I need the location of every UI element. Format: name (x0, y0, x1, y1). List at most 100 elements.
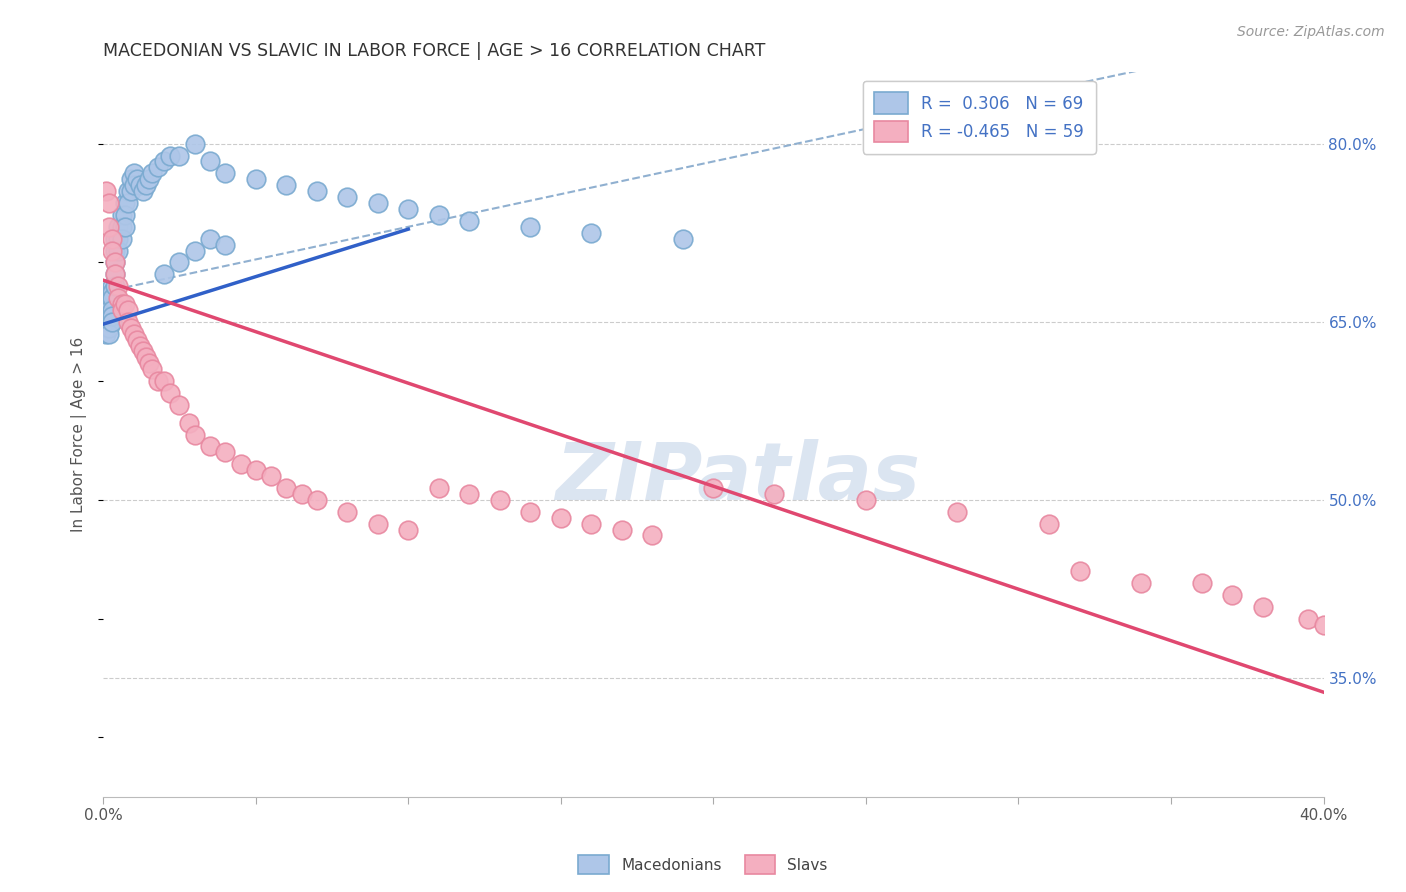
Point (214, 237, 236, 252)
Point (98, 320, 121, 334)
Point (276, 178, 298, 193)
Point (98, 302, 121, 317)
Point (1038, 516, 1060, 531)
Point (114, 297, 136, 311)
Point (581, 226, 603, 240)
Point (141, 166, 163, 180)
Point (153, 154, 176, 169)
Point (138, 172, 160, 186)
Point (458, 487, 481, 501)
Point (610, 523, 633, 537)
Point (1220, 588, 1243, 602)
Point (488, 492, 510, 507)
Point (107, 244, 129, 258)
Point (169, 255, 191, 269)
Point (96, 302, 118, 317)
Point (1251, 599, 1274, 614)
Point (581, 516, 603, 531)
Point (641, 528, 664, 542)
Point (101, 232, 124, 246)
Point (98, 196, 121, 211)
Point (101, 302, 124, 317)
Point (107, 219, 129, 234)
Point (305, 492, 328, 507)
Point (1069, 564, 1091, 578)
Point (946, 505, 969, 519)
Point (519, 219, 541, 234)
Point (114, 208, 136, 222)
Point (98, 326, 121, 341)
Point (177, 416, 200, 430)
Point (184, 244, 207, 258)
Point (107, 232, 129, 246)
Point (98, 315, 121, 329)
Point (101, 291, 124, 305)
Point (122, 326, 145, 341)
Point (114, 196, 136, 211)
Point (1298, 611, 1320, 625)
Point (367, 196, 389, 211)
Point (135, 178, 157, 193)
Point (96, 326, 118, 341)
Point (153, 374, 176, 388)
Point (276, 481, 298, 495)
Point (104, 255, 127, 269)
Point (104, 244, 127, 258)
Point (550, 510, 572, 524)
Point (169, 398, 191, 412)
Point (117, 302, 139, 317)
Point (138, 356, 160, 370)
Point (125, 333, 148, 347)
Text: ZIPatlas: ZIPatlas (555, 439, 921, 517)
Point (519, 505, 541, 519)
Point (135, 351, 157, 365)
Point (104, 267, 127, 281)
Point (120, 184, 142, 198)
Point (198, 154, 221, 169)
Legend: Macedonians, Slavs: Macedonians, Slavs (572, 849, 834, 880)
Point (96, 297, 118, 311)
Point (96, 302, 118, 317)
Point (141, 362, 163, 376)
Point (146, 161, 169, 175)
Point (763, 487, 786, 501)
Point (101, 285, 124, 299)
Point (245, 172, 267, 186)
Point (125, 172, 148, 186)
Point (169, 148, 191, 162)
Point (214, 166, 236, 180)
Point (1129, 576, 1152, 591)
Point (117, 315, 139, 329)
Text: MACEDONIAN VS SLAVIC IN LABOR FORCE | AGE > 16 CORRELATION CHART: MACEDONIAN VS SLAVIC IN LABOR FORCE | AG… (103, 42, 766, 60)
Point (114, 219, 136, 234)
Point (260, 469, 283, 483)
Point (290, 487, 312, 501)
Point (184, 427, 207, 442)
Point (96, 320, 118, 334)
Point (110, 297, 132, 311)
Point (107, 291, 129, 305)
Point (427, 208, 450, 222)
Y-axis label: In Labor Force | Age > 16: In Labor Force | Age > 16 (72, 337, 87, 533)
Point (159, 386, 181, 401)
Point (117, 184, 139, 198)
Point (98, 309, 121, 323)
Point (336, 190, 359, 204)
Point (96, 315, 118, 329)
Point (132, 184, 155, 198)
Point (96, 309, 118, 323)
Point (122, 178, 145, 193)
Point (110, 302, 132, 317)
Point (117, 196, 139, 211)
Point (305, 184, 328, 198)
Point (229, 457, 252, 471)
Point (98, 297, 121, 311)
Point (101, 309, 124, 323)
Point (245, 463, 267, 477)
Point (96, 184, 118, 198)
Point (110, 219, 132, 234)
Point (98, 291, 121, 305)
Point (146, 374, 169, 388)
Point (336, 505, 359, 519)
Point (159, 148, 181, 162)
